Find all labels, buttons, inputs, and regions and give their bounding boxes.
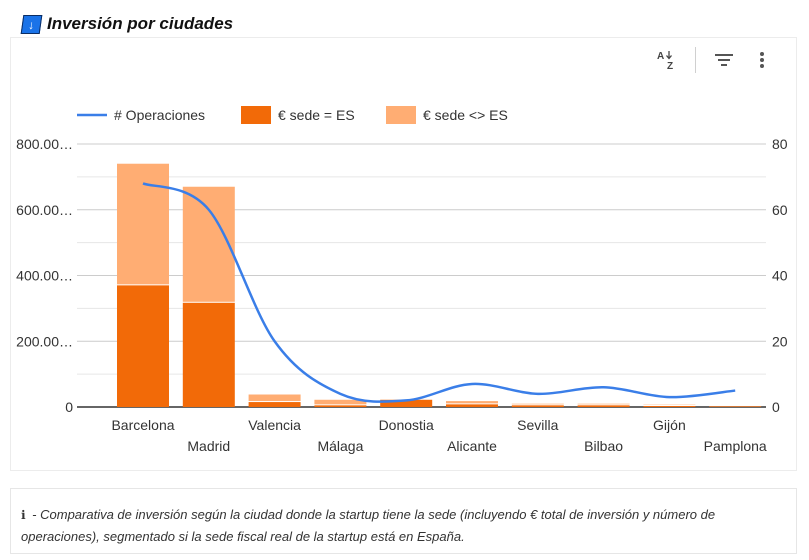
- bar-sede-es: [248, 402, 301, 407]
- y-right-tick-label: 60: [772, 202, 788, 218]
- bar-sede-es: [709, 406, 762, 407]
- x-tick-label: Sevilla: [517, 417, 558, 433]
- chart-description: ℹ - Comparativa de inversión según la ci…: [10, 488, 797, 554]
- y-right-tick-label: 40: [772, 268, 788, 284]
- bar-sede-es: [643, 406, 696, 407]
- more-vert-icon[interactable]: [748, 46, 776, 74]
- bar-sede-es: [577, 405, 630, 407]
- y-left-tick-label: 400.00…: [16, 268, 73, 284]
- x-tick-label: Alicante: [447, 438, 497, 454]
- y-right-tick-label: 0: [772, 399, 780, 415]
- note-text: - Comparativa de inversión según la ciud…: [21, 507, 716, 544]
- x-tick-label: Valencia: [248, 417, 301, 433]
- bar-sede-es: [380, 399, 433, 407]
- x-tick-label: Barcelona: [111, 417, 174, 433]
- bar-sede-non-es: [248, 394, 301, 402]
- legend-swatch-bar-non-es: [386, 106, 416, 124]
- bar-sede-non-es: [117, 163, 169, 285]
- svg-text:Z: Z: [667, 61, 673, 72]
- sort-az-icon[interactable]: A Z: [653, 46, 681, 74]
- y-left-tick-label: 800.00…: [16, 136, 73, 152]
- svg-text:A: A: [657, 51, 664, 62]
- x-tick-label: Madrid: [187, 438, 230, 454]
- toolbar-divider: [695, 47, 696, 73]
- line-operaciones: [142, 182, 736, 403]
- filter-icon[interactable]: [710, 46, 738, 74]
- bar-sede-es: [446, 404, 498, 407]
- bar-sede-es: [314, 405, 367, 407]
- legend-swatch-bar-es: [241, 106, 271, 124]
- y-left-tick-label: 600.00…: [16, 202, 73, 218]
- y-left-tick-label: 0: [65, 399, 73, 415]
- bar-sede-es: [511, 405, 564, 407]
- x-tick-label: Donostia: [379, 417, 434, 433]
- legend-label: € sede = ES: [278, 107, 355, 123]
- x-tick-label: Málaga: [317, 438, 363, 454]
- bar-sede-es: [117, 285, 169, 407]
- bar-sede-non-es: [182, 186, 235, 302]
- info-icon: ℹ: [21, 508, 26, 522]
- x-tick-label: Pamplona: [704, 438, 767, 454]
- chart-toolbar: A Z: [653, 46, 776, 74]
- y-right-tick-label: 20: [772, 333, 788, 349]
- chart-title: Inversión por ciudades: [47, 14, 234, 33]
- bar-sede-non-es: [446, 401, 498, 404]
- bar-sede-es: [182, 302, 235, 407]
- chart-plot: 0 200.00… 400.00… 600.00… 800.00… 0 20 40 60 80 Ba…: [16, 106, 788, 454]
- x-tick-label: Bilbao: [584, 438, 623, 454]
- y-right-tick-label: 80: [772, 136, 788, 152]
- legend-label: # Operaciones: [114, 107, 205, 123]
- legend-label: € sede <> ES: [423, 107, 508, 123]
- bar-sede-non-es: [511, 403, 564, 405]
- chart-header: ↓ Inversión por ciudades: [20, 12, 234, 36]
- y-left-tick-label: 200.00…: [16, 333, 73, 349]
- x-tick-label: Gijón: [653, 417, 686, 433]
- bar-sede-non-es: [577, 403, 630, 405]
- bar-sede-non-es: [314, 399, 367, 405]
